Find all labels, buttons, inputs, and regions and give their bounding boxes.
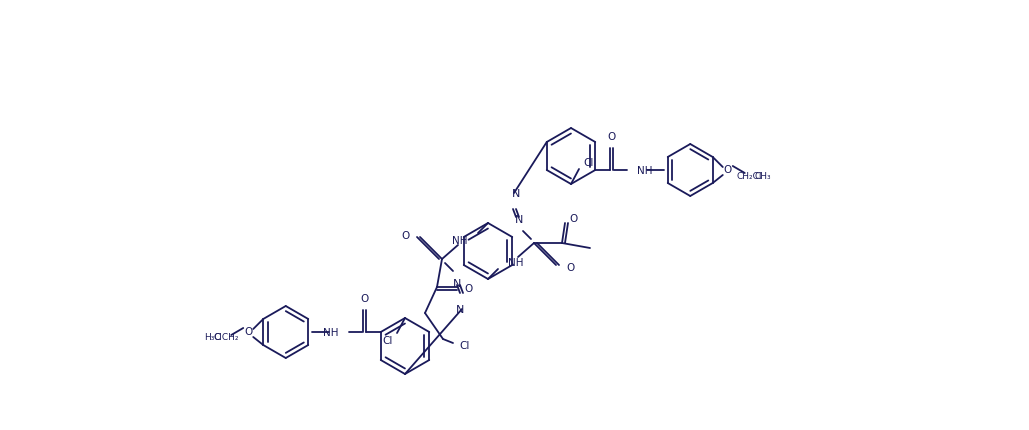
Text: NH: NH bbox=[453, 236, 468, 246]
Text: N: N bbox=[514, 215, 523, 224]
Text: Cl: Cl bbox=[459, 340, 469, 350]
Text: N: N bbox=[511, 189, 521, 199]
Text: H₃C: H₃C bbox=[205, 333, 221, 342]
Text: O: O bbox=[464, 283, 472, 293]
Text: N: N bbox=[456, 304, 464, 314]
Text: O: O bbox=[401, 230, 410, 240]
Text: ClCH₂: ClCH₂ bbox=[214, 333, 239, 342]
Text: N: N bbox=[453, 278, 461, 289]
Text: Cl: Cl bbox=[383, 335, 393, 345]
Text: O: O bbox=[723, 165, 732, 175]
Text: O: O bbox=[360, 293, 368, 303]
Text: NH: NH bbox=[323, 327, 339, 337]
Text: Cl: Cl bbox=[583, 158, 594, 168]
Text: O: O bbox=[566, 262, 574, 272]
Text: O: O bbox=[244, 326, 252, 336]
Text: NH: NH bbox=[637, 166, 652, 175]
Text: O: O bbox=[569, 214, 577, 224]
Text: CH₂Cl: CH₂Cl bbox=[737, 171, 762, 180]
Text: CH₃: CH₃ bbox=[754, 171, 772, 180]
Text: O: O bbox=[607, 132, 615, 141]
Text: NH: NH bbox=[508, 258, 524, 267]
